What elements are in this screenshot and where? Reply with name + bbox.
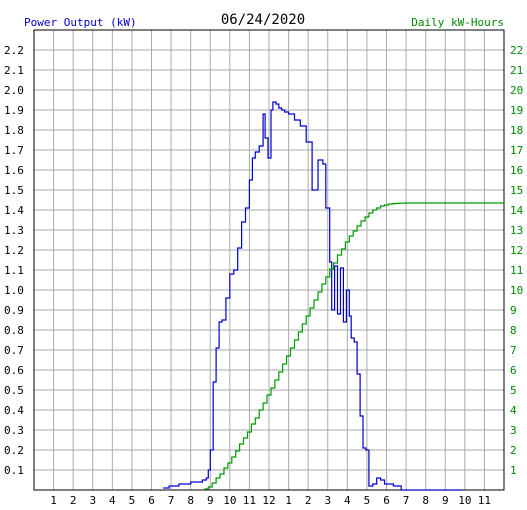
left-tick-label: 1.5 (4, 184, 24, 197)
left-tick-label: 0.3 (4, 424, 24, 437)
x-tick-label: 9 (442, 494, 449, 507)
left-tick-label: 1.8 (4, 124, 24, 137)
x-tick-label: 4 (344, 494, 351, 507)
left-tick-label: 1.6 (4, 164, 24, 177)
tick-labels: 1 2 3 4 5 6 7 8 9 10 11 12 1 2 3 4 5 6 7 8 9 10 110.10.20.30.4… (4, 44, 524, 507)
right-tick-label: 9 (510, 304, 517, 317)
right-tick-label: 4 (510, 404, 517, 417)
left-tick-label: 0.7 (4, 344, 24, 357)
left-tick-label: 1.3 (4, 224, 24, 237)
left-axis-label: Power Output (kW) (24, 16, 137, 29)
left-tick-label: 1.1 (4, 264, 24, 277)
x-tick-label: 3 (89, 494, 96, 507)
right-axis-label: Daily kW-Hours (411, 16, 504, 29)
right-tick-label: 8 (510, 324, 517, 337)
left-tick-label: 1.4 (4, 204, 24, 217)
left-tick-label: 1.2 (4, 244, 24, 257)
left-tick-label: 1.9 (4, 104, 24, 117)
x-tick-label: 8 (422, 494, 429, 507)
x-tick-label: 5 (129, 494, 136, 507)
right-tick-label: 20 (510, 84, 523, 97)
left-tick-label: 2.1 (4, 64, 24, 77)
right-tick-label: 14 (510, 204, 524, 217)
chart-title: 06/24/2020 (221, 12, 305, 28)
x-tick-label: 7 (168, 494, 175, 507)
x-tick-label: 2 (305, 494, 312, 507)
x-tick-label: 3 (324, 494, 331, 507)
x-tick-label: 10 (223, 494, 236, 507)
x-tick-label: 11 (243, 494, 256, 507)
left-tick-label: 0.2 (4, 444, 24, 457)
right-tick-label: 13 (510, 224, 523, 237)
left-tick-label: 0.4 (4, 404, 24, 417)
x-tick-label: 11 (478, 494, 491, 507)
left-tick-label: 1.0 (4, 284, 24, 297)
left-tick-label: 0.1 (4, 464, 24, 477)
right-tick-label: 7 (510, 344, 517, 357)
x-tick-label: 2 (70, 494, 77, 507)
left-tick-label: 0.6 (4, 364, 24, 377)
left-tick-label: 0.5 (4, 384, 24, 397)
x-tick-label: 12 (262, 494, 275, 507)
right-tick-label: 19 (510, 104, 523, 117)
left-tick-label: 0.8 (4, 324, 24, 337)
right-tick-label: 11 (510, 264, 523, 277)
x-tick-label: 1 (285, 494, 292, 507)
x-tick-label: 9 (207, 494, 214, 507)
right-tick-label: 2 (510, 444, 517, 457)
right-tick-label: 16 (510, 164, 523, 177)
x-tick-label: 8 (187, 494, 194, 507)
right-tick-label: 1 (510, 464, 517, 477)
power-output-series (163, 101, 462, 491)
left-tick-label: 2.0 (4, 84, 24, 97)
left-tick-label: 1.7 (4, 144, 24, 157)
x-tick-label: 10 (458, 494, 471, 507)
right-tick-label: 10 (510, 284, 523, 297)
x-tick-label: 6 (148, 494, 155, 507)
grid (34, 30, 504, 490)
right-tick-label: 21 (510, 64, 523, 77)
series-layer (163, 101, 504, 491)
right-tick-label: 5 (510, 384, 517, 397)
left-tick-label: 0.9 (4, 304, 24, 317)
right-tick-label: 18 (510, 124, 523, 137)
x-tick-label: 1 (50, 494, 57, 507)
left-tick-label: 2.2 (4, 44, 24, 57)
right-tick-label: 12 (510, 244, 523, 257)
x-tick-label: 7 (403, 494, 410, 507)
right-tick-label: 15 (510, 184, 523, 197)
right-tick-label: 17 (510, 144, 523, 157)
right-tick-label: 3 (510, 424, 517, 437)
x-tick-label: 5 (364, 494, 371, 507)
x-tick-label: 6 (383, 494, 390, 507)
plot-border (33, 29, 505, 491)
right-tick-label: 6 (510, 364, 517, 377)
right-tick-label: 22 (510, 44, 523, 57)
x-tick-label: 4 (109, 494, 116, 507)
daily-energy-series (204, 202, 504, 490)
